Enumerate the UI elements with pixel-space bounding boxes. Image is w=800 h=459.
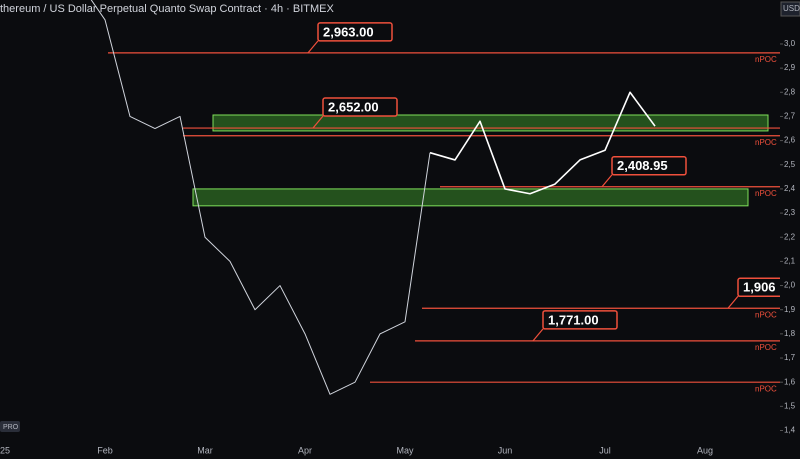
x-tick-label: Jun [498,445,513,455]
series-line [429,91,656,195]
currency[interactable]: USD [783,4,800,13]
y-tick-label: 2,6 [784,136,796,145]
y-tick-label: 2,1 [784,257,796,266]
x-tick-label: Mar [197,445,213,455]
leader [727,295,739,309]
level-tag: nPOC [755,138,777,147]
x-tick-label: Feb [97,445,113,455]
y-tick-label: 1,4 [784,426,796,435]
currency-box[interactable] [780,1,800,17]
label-box [317,22,393,42]
y-tick-label: 2,4 [784,184,796,193]
x-tick-label: May [396,445,414,455]
y-tick-label: 3,0 [784,39,796,48]
y-tick-label: 1,9 [784,305,796,314]
level-label: 1,906 [743,280,776,295]
y-tick-label: 2,3 [784,208,796,217]
badge-box [0,421,20,432]
x-tick-label: Aug [697,445,713,455]
level-tag: nPOC [755,343,777,352]
y-tick-label: 2,8 [784,87,796,96]
level-tag: nPOC [755,189,777,198]
y-tick-label: 2,9 [784,63,796,72]
y-tick-label: 2,7 [784,112,796,121]
y-tick-label: 1,5 [784,401,796,410]
y-tick-label: 2,5 [784,160,796,169]
y-tick-label: 1,8 [784,329,796,338]
level-label: 2,408.95 [617,158,668,173]
leader [307,40,319,54]
y-tick-label: 1,7 [784,353,796,362]
level-tag: nPOC [755,384,777,393]
level-label: 2,652.00 [328,99,379,114]
x-tick-label: Jul [599,445,611,455]
leader [532,328,544,342]
x-tick-label: Apr [298,445,312,455]
badge: PRO [3,424,19,431]
zone [192,188,749,207]
axis-bg [780,18,800,459]
label-box [611,156,687,176]
leader [601,174,613,188]
y-tick-label: 2,2 [784,232,796,241]
level-tag: nPOC [755,310,777,319]
zone [212,114,769,132]
level-label: 2,963.00 [323,24,374,39]
y-tick-label: 2,0 [784,281,796,290]
level-tag: nPOC [755,55,777,64]
level-label: 1,771.00 [548,312,599,327]
y-tick-label: 1,6 [784,377,796,386]
label-box [322,97,398,117]
x-tick-label: 25 [0,445,10,455]
chart-title: thereum / US Dollar Perpetual Quanto Swa… [0,3,334,15]
label-box [542,310,618,330]
series-line [90,0,431,395]
leader [312,115,324,129]
